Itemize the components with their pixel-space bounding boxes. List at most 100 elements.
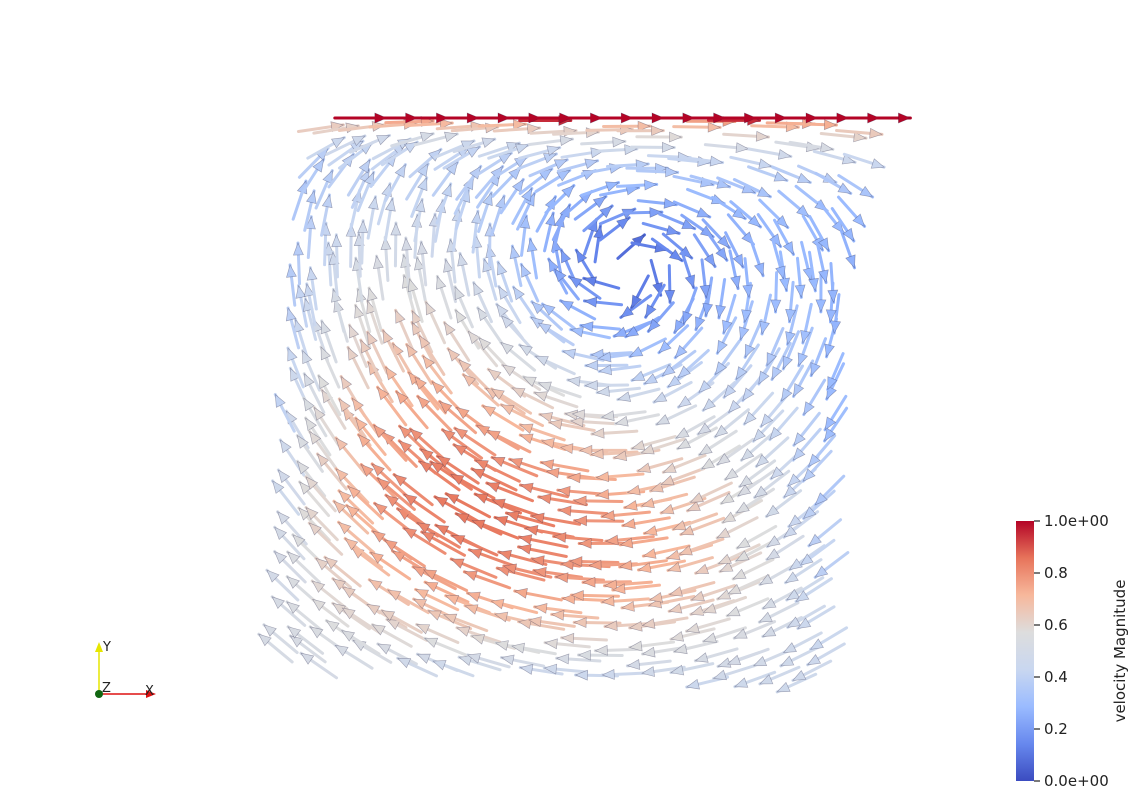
velocity-arrow bbox=[410, 309, 434, 354]
velocity-arrow bbox=[345, 503, 384, 538]
velocity-arrow bbox=[304, 475, 337, 513]
colorbar-tick-label: 0.2 bbox=[1044, 720, 1068, 738]
velocity-arrow bbox=[581, 576, 632, 588]
velocity-arrow bbox=[346, 345, 370, 390]
velocity-arrow bbox=[383, 197, 396, 242]
velocity-arrow bbox=[527, 616, 576, 628]
velocity-arrow bbox=[715, 516, 759, 540]
velocity-arrow bbox=[370, 623, 413, 648]
velocity-arrow bbox=[517, 534, 569, 549]
velocity-arrow bbox=[539, 459, 590, 473]
velocity-arrow bbox=[431, 160, 460, 197]
velocity-arrow bbox=[658, 212, 697, 231]
velocity-arrow bbox=[519, 214, 531, 257]
velocity-arrow bbox=[276, 468, 306, 506]
velocity-arrow bbox=[472, 281, 493, 324]
velocity-arrow bbox=[417, 334, 446, 376]
velocity-arrow bbox=[749, 237, 765, 278]
velocity-arrow bbox=[415, 622, 460, 645]
velocity-arrow bbox=[736, 469, 776, 498]
velocity-arrow bbox=[343, 537, 384, 569]
velocity-arrow bbox=[674, 415, 716, 440]
velocity-arrow bbox=[722, 293, 737, 335]
velocity-arrow bbox=[697, 429, 738, 457]
velocity-arrow bbox=[782, 510, 820, 539]
velocity-arrow bbox=[696, 407, 735, 436]
velocity-arrow bbox=[809, 626, 849, 651]
velocity-arrow bbox=[771, 239, 786, 281]
velocity-arrow bbox=[390, 131, 435, 148]
velocity-arrow bbox=[376, 385, 408, 427]
velocity-arrow bbox=[325, 134, 367, 156]
velocity-arrow bbox=[499, 403, 545, 428]
velocity-arrow bbox=[319, 345, 341, 389]
velocity-arrow bbox=[265, 568, 300, 602]
velocity-arrow bbox=[534, 168, 572, 193]
velocity-arrow bbox=[667, 598, 715, 614]
velocity-arrow bbox=[500, 314, 532, 349]
velocity-arrow bbox=[590, 427, 639, 439]
velocity-arrow bbox=[728, 249, 741, 291]
velocity-arrow bbox=[764, 489, 803, 518]
velocity-arrow bbox=[454, 308, 480, 350]
velocity-arrow bbox=[408, 427, 448, 463]
velocity-arrow bbox=[676, 348, 710, 380]
velocity-arrow bbox=[569, 590, 620, 601]
velocity-arrow bbox=[673, 326, 704, 360]
velocity-arrow bbox=[300, 157, 326, 196]
velocity-arrow bbox=[635, 166, 680, 178]
velocity-arrow bbox=[808, 214, 831, 253]
velocity-arrow bbox=[785, 280, 797, 324]
velocity-arrow bbox=[380, 235, 392, 282]
velocity-arrow bbox=[420, 530, 466, 557]
velocity-arrow bbox=[523, 524, 575, 539]
velocity-arrow bbox=[641, 645, 688, 658]
velocity-arrow bbox=[556, 158, 600, 173]
velocity-arrow bbox=[830, 207, 856, 243]
velocity-arrow bbox=[288, 634, 327, 664]
velocity-arrow bbox=[716, 543, 761, 566]
velocity-arrow bbox=[540, 302, 576, 330]
velocity-arrow bbox=[837, 195, 867, 228]
velocity-arrow bbox=[509, 244, 523, 288]
velocity-arrow bbox=[779, 645, 821, 668]
velocity-arrow bbox=[504, 510, 556, 528]
velocity-arrow bbox=[401, 236, 413, 283]
velocity-arrow bbox=[422, 568, 469, 592]
velocity-arrow bbox=[513, 588, 563, 602]
velocity-arrow bbox=[559, 299, 597, 321]
velocity-arrow bbox=[754, 436, 790, 468]
velocity-arrow bbox=[497, 284, 522, 325]
velocity-arrow bbox=[346, 484, 384, 521]
velocity-arrow bbox=[273, 550, 307, 584]
velocity-arrow bbox=[757, 347, 781, 386]
velocity-arrow bbox=[292, 241, 304, 286]
velocity-arrow bbox=[501, 363, 542, 392]
colorbar-tick-label: 0.6 bbox=[1044, 616, 1068, 634]
velocity-arrow bbox=[809, 337, 827, 378]
velocity-arrow bbox=[770, 271, 782, 314]
velocity-arrow bbox=[530, 512, 582, 526]
velocity-arrow bbox=[366, 195, 379, 240]
z-axis-dot bbox=[95, 690, 103, 698]
velocity-arrow bbox=[262, 623, 299, 655]
velocity-arrow bbox=[519, 262, 540, 303]
velocity-arrow bbox=[311, 597, 350, 628]
velocity-arrow bbox=[794, 577, 833, 603]
colorbar: 0.0e+00 0.2 0.4 0.6 0.8 1.0e+00 velocity Magn… bbox=[1016, 512, 1129, 790]
velocity-arrow bbox=[630, 363, 672, 382]
colorbar-ticks: 0.0e+00 0.2 0.4 0.6 0.8 1.0e+00 bbox=[1034, 512, 1109, 790]
velocity-arrow bbox=[726, 574, 770, 596]
velocity-arrow bbox=[532, 566, 583, 579]
velocity-arrow bbox=[657, 324, 690, 355]
velocity-arrow bbox=[703, 227, 729, 262]
velocity-arrow bbox=[600, 668, 646, 680]
velocity-arrow bbox=[700, 444, 741, 471]
velocity-arrow bbox=[735, 487, 775, 515]
velocity-arrow bbox=[600, 509, 651, 521]
velocity-arrow bbox=[561, 348, 605, 362]
velocity-arrow bbox=[733, 670, 777, 689]
velocity-arrow bbox=[442, 321, 471, 362]
velocity-arrow bbox=[302, 396, 328, 438]
